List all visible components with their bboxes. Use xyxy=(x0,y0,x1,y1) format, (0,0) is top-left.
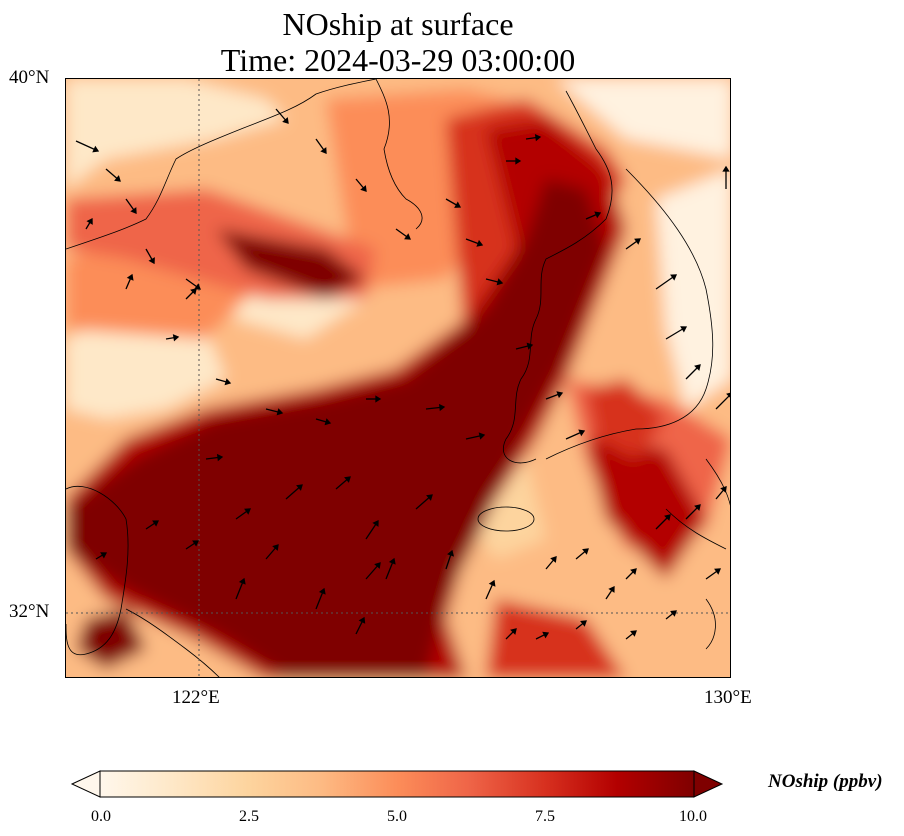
wind-arrow-head xyxy=(92,145,100,153)
wind-arrow-head xyxy=(130,207,137,214)
map-subtitle-time: Time: 2024-03-29 03:00:00 xyxy=(220,42,576,78)
wind-arrow-head xyxy=(447,549,455,557)
wind-arrow-head xyxy=(272,544,279,551)
wind-arrow-head xyxy=(224,378,232,386)
wind-arrow-head xyxy=(594,211,602,219)
wind-arrow-head xyxy=(114,175,121,182)
colorbar-label: NOship (ppbv) xyxy=(768,771,883,792)
wind-arrow-head xyxy=(634,238,641,245)
wind-arrow-head xyxy=(296,484,303,491)
y-tick-label-32n: 32°N xyxy=(9,601,50,622)
y-tick-label-40n: 40°N xyxy=(9,67,50,88)
wind-arrow-head xyxy=(126,273,134,281)
wind-arrow-head xyxy=(100,552,108,559)
wind-arrow-head xyxy=(550,556,557,563)
wind-arrow-head xyxy=(276,408,284,416)
wind-arrow-head xyxy=(582,548,589,555)
wind-arrow-head xyxy=(534,134,542,142)
wind-arrow-head xyxy=(244,508,251,515)
wind-arrow-head xyxy=(515,157,522,165)
wind-arrow-head xyxy=(580,620,587,627)
wind-arrow-head xyxy=(680,326,688,333)
wind-arrow-head xyxy=(630,568,637,575)
colorbar-extend-min xyxy=(70,770,101,798)
wind-arrow-head xyxy=(86,217,93,225)
wind-arrow-head xyxy=(438,403,446,412)
wind-arrow-head xyxy=(238,577,246,585)
wind-arrow-head xyxy=(722,165,730,172)
wind-arrow-head xyxy=(388,557,396,565)
wind-arrow-head xyxy=(578,429,586,437)
wind-arrow-head xyxy=(320,147,327,154)
wind-arrow-head xyxy=(670,274,678,281)
wind-arrow-head xyxy=(318,587,326,595)
colorbar-tick-0: 0.0 xyxy=(91,808,111,825)
wind-arrow-head xyxy=(488,579,496,587)
x-tick-label-122e: 122°E xyxy=(172,687,220,708)
wind-arrow-head xyxy=(374,562,381,569)
wind-arrow-head xyxy=(664,514,671,521)
x-tick-label-130e: 130°E xyxy=(704,687,752,708)
wind-arrow-head xyxy=(358,616,366,624)
wind-arrow-head xyxy=(556,391,564,399)
wind-arrow-head xyxy=(726,392,730,398)
wind-arrow-head xyxy=(720,486,727,493)
wind-arrow-head xyxy=(344,476,351,483)
wind-arrow-head xyxy=(542,631,550,639)
map-title: NOship at surface xyxy=(282,6,514,42)
wind-arrow-head xyxy=(190,288,197,295)
wind-arrow-head xyxy=(324,418,332,426)
gridlines xyxy=(66,79,730,677)
concentration-field xyxy=(66,79,730,677)
wind-arrow-head xyxy=(360,185,367,192)
colorbar xyxy=(70,770,724,798)
wind-arrow-head xyxy=(148,257,155,265)
wind-arrow-head xyxy=(694,504,701,511)
wind-arrow-head xyxy=(478,432,486,440)
wind-arrow-head xyxy=(510,628,517,635)
wind-arrow-head xyxy=(404,233,411,240)
wind-arrow-head xyxy=(496,278,504,286)
wind-arrow-head xyxy=(630,630,637,637)
coastlines xyxy=(66,79,730,677)
colorbar-tick-2-5: 2.5 xyxy=(239,808,259,825)
wind-arrow-head xyxy=(282,117,289,124)
colorbar-tick-10: 10.0 xyxy=(679,808,707,825)
wind-arrow-head xyxy=(375,395,382,403)
colorbar-tick-7-5: 7.5 xyxy=(535,808,555,825)
wind-arrow-head xyxy=(194,283,201,290)
wind-arrow-head xyxy=(192,540,200,547)
wind-arrow-head xyxy=(152,520,160,527)
wind-arrow-head xyxy=(476,239,484,247)
wind-arrow-head xyxy=(372,519,379,527)
concentration-map xyxy=(66,79,730,677)
wind-arrow-head xyxy=(426,494,433,501)
colorbar-extend-max xyxy=(693,770,724,798)
wind-arrow-head xyxy=(526,342,534,350)
colorbar-gradient xyxy=(99,770,695,798)
wind-arrow-head xyxy=(608,585,615,593)
map-panel xyxy=(65,78,731,678)
wind-arrow-head xyxy=(670,610,677,617)
wind-arrow-head xyxy=(216,453,224,462)
wind-arrow-head xyxy=(714,568,721,575)
wind-arrow-head xyxy=(172,334,180,342)
colorbar-tick-5: 5.0 xyxy=(387,808,407,825)
wind-arrow-head xyxy=(454,201,462,208)
wind-vectors xyxy=(75,108,730,640)
wind-arrow-head xyxy=(694,364,701,371)
